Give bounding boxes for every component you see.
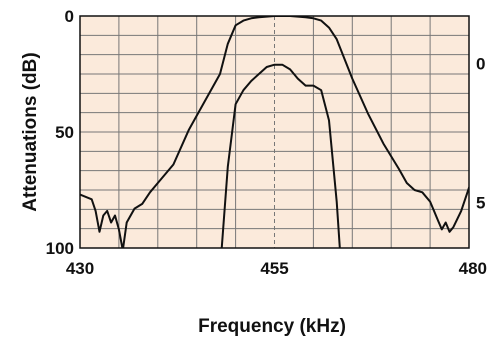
curves <box>80 16 469 248</box>
y2-tick-label: 5 <box>476 194 485 213</box>
y2-tick-label: 0 <box>476 54 485 73</box>
grid <box>80 16 469 248</box>
y-axis-title: Attenuations (dB) <box>20 52 41 211</box>
x-axis-title: Frequency (kHz) <box>198 316 346 337</box>
plot-frame <box>79 15 470 249</box>
x-tick-label: 430 <box>66 259 94 278</box>
series-line-2 <box>220 63 341 248</box>
x-tick-label: 455 <box>260 259 288 278</box>
series-line-1 <box>80 16 469 248</box>
x-tick-labels: 430 455 480 <box>66 259 487 278</box>
y-tick-labels: 0 50 100 <box>46 7 74 258</box>
y-tick-label: 100 <box>46 239 74 258</box>
y2-tick-labels: 05 <box>476 54 485 212</box>
y-tick-label: 0 <box>65 7 74 26</box>
x-tick-label: 480 <box>459 259 487 278</box>
y-tick-label: 50 <box>55 123 74 142</box>
